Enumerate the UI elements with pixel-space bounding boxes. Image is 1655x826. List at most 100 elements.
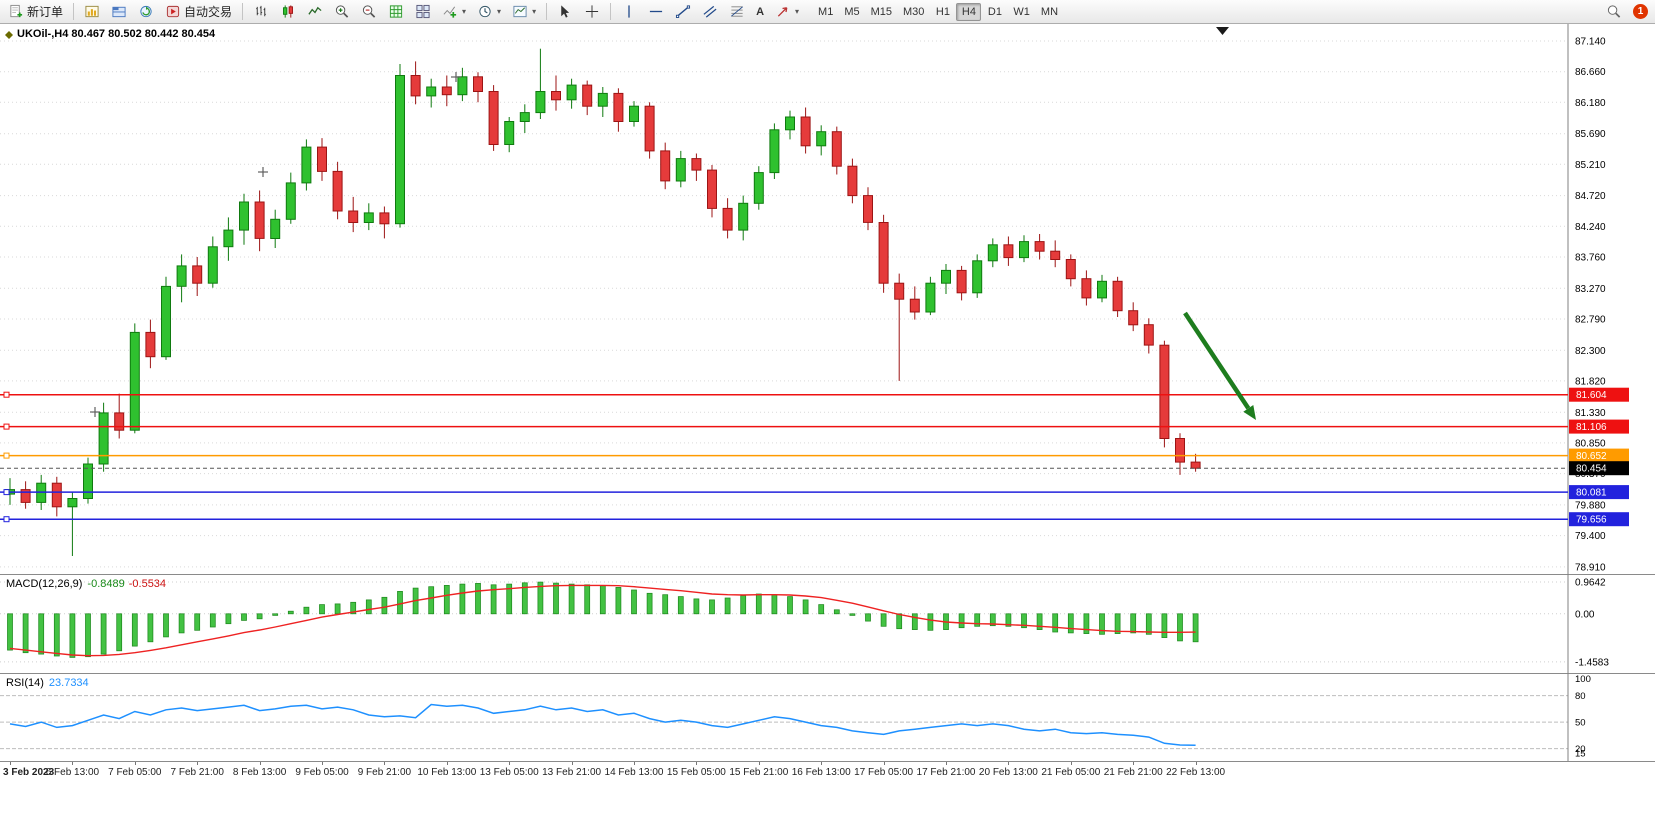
vertical-line-tool-button[interactable] — [616, 2, 642, 22]
candle — [1143, 318, 1154, 354]
notification-badge[interactable]: 1 — [1633, 4, 1648, 19]
auto-trading-button[interactable]: 自动交易 — [160, 2, 237, 22]
timeframe-D1[interactable]: D1 — [982, 3, 1007, 21]
candle — [972, 254, 983, 298]
price-tag-label: 81.604 — [1576, 390, 1607, 401]
time-tick — [259, 762, 261, 765]
channel-tool-button[interactable] — [697, 2, 723, 22]
candle — [473, 72, 483, 103]
time-tick — [72, 762, 74, 765]
dropdown-caret: ▾ — [497, 7, 502, 16]
time-tick — [1008, 762, 1010, 765]
bar-chart-mode-button[interactable] — [248, 2, 274, 22]
auto-trading-label: 自动交易 — [184, 5, 233, 19]
horizontal-line-tool-button[interactable] — [643, 2, 669, 22]
dropdown-caret: ▾ — [795, 7, 800, 16]
candle — [878, 214, 889, 293]
line-chart-icon — [308, 6, 322, 15]
grid-button[interactable] — [383, 2, 409, 22]
profiles-button[interactable] — [106, 2, 132, 22]
timeframe-M5[interactable]: M5 — [839, 3, 864, 21]
macd-histogram — [7, 581, 1199, 658]
macd-canvas[interactable]: 0.9642 0.00 -1.4583 — [0, 574, 1655, 673]
time-tick — [1195, 762, 1197, 765]
cross-marker — [258, 167, 268, 177]
price-axis-label: 84.720 — [1575, 191, 1606, 202]
cursor-button[interactable] — [552, 2, 578, 22]
candlestick-mode-button[interactable] — [275, 2, 301, 22]
scroll-to-end-marker[interactable] — [1216, 27, 1229, 35]
new-order-button[interactable]: 新订单 — [3, 2, 68, 22]
new-chart-button[interactable] — [79, 2, 105, 22]
time-tick — [446, 762, 448, 765]
zoom-out-button[interactable] — [356, 2, 382, 22]
price-gridlines — [0, 40, 1568, 568]
svg-text:80.454: 80.454 — [1576, 464, 1607, 475]
hline-80.081[interactable]: 80.081 — [0, 485, 1629, 500]
time-label: 8 Feb 13:00 — [232, 767, 287, 778]
rsi-axis-label: 100 — [1575, 674, 1591, 685]
candle — [457, 67, 468, 102]
refresh-button[interactable] — [133, 2, 159, 22]
indicators-button[interactable]: ▾ — [437, 2, 471, 22]
line-handle[interactable] — [3, 489, 10, 496]
arrows-tool-button[interactable]: ▾ — [770, 2, 804, 22]
bar-chart-icon — [256, 5, 266, 17]
templates-button[interactable]: ▾ — [507, 2, 541, 22]
new-order-icon — [10, 4, 23, 18]
candle — [722, 198, 733, 239]
timeframe-M1[interactable]: M1 — [813, 3, 838, 21]
timeframe-M15[interactable]: M15 — [866, 3, 897, 21]
timeframe-H1[interactable]: H1 — [930, 3, 955, 21]
current-price-tag: 80.454 — [1569, 461, 1629, 476]
line-chart-mode-button[interactable] — [302, 2, 328, 22]
candlestick-series[interactable] — [5, 48, 1201, 556]
periods-button[interactable]: ▾ — [472, 2, 506, 22]
fibonacci-tool-button[interactable] — [724, 2, 750, 22]
trendline-tool-button[interactable] — [670, 2, 696, 22]
line-handle[interactable] — [3, 516, 10, 523]
hline-81.106[interactable]: 81.106 — [0, 419, 1629, 434]
candle — [925, 276, 936, 316]
timeframe-MN[interactable]: MN — [1036, 3, 1063, 21]
line-handle[interactable] — [3, 423, 10, 430]
candle — [348, 196, 359, 233]
search-button[interactable] — [1601, 2, 1627, 22]
tile-windows-button[interactable] — [410, 2, 436, 22]
timeframe-bar: M1 M5 M15 M30 H1 H4 D1 W1 MN — [813, 2, 1063, 21]
candle — [831, 126, 842, 175]
time-label: 7 Feb 05:00 — [108, 767, 162, 778]
down-arrow-annotation[interactable] — [1183, 311, 1256, 420]
time-label: 17 Feb 21:00 — [916, 767, 976, 778]
candle — [738, 195, 749, 241]
text-tool-button[interactable]: A — [751, 2, 769, 22]
zoom-out-icon — [362, 5, 376, 18]
price-axis-label: 79.400 — [1575, 531, 1606, 542]
rsi-axis-label: 50 — [1575, 718, 1586, 729]
price-axis-label: 81.330 — [1575, 408, 1606, 419]
candle — [707, 165, 717, 218]
candle — [956, 265, 967, 301]
timeframe-W1[interactable]: W1 — [1008, 3, 1035, 21]
time-label: 13 Feb 05:00 — [479, 767, 539, 778]
crosshair-button[interactable] — [579, 2, 605, 22]
rsi-panel: 100 80 50 20 15 RSI(14) 23.7334 — [0, 673, 1655, 761]
candle — [426, 78, 437, 108]
time-tick — [1133, 762, 1135, 765]
hline-81.604[interactable]: 81.604 — [0, 387, 1629, 402]
timeframe-M30[interactable]: M30 — [898, 3, 929, 21]
candle — [114, 393, 125, 439]
main-chart-canvas[interactable]: 87.140 86.660 86.180 85.690 85.210 84.720 84.2… — [0, 24, 1655, 574]
timeframe-H4[interactable]: H4 — [956, 2, 982, 21]
line-handle[interactable] — [3, 452, 10, 459]
tile-windows-icon — [416, 4, 430, 19]
candle — [1190, 453, 1201, 472]
time-axis[interactable]: 3 Feb 2023 6 Feb 13:00 7 Feb 05:00 7 Feb 21… — [0, 761, 1655, 782]
zoom-in-button[interactable] — [329, 2, 355, 22]
hline-80.652[interactable]: 80.652 — [0, 448, 1629, 463]
line-handle[interactable] — [3, 391, 10, 398]
time-tick — [571, 762, 573, 765]
hline-79.656[interactable]: 79.656 — [0, 512, 1629, 527]
new-order-label: 新订单 — [27, 5, 64, 19]
